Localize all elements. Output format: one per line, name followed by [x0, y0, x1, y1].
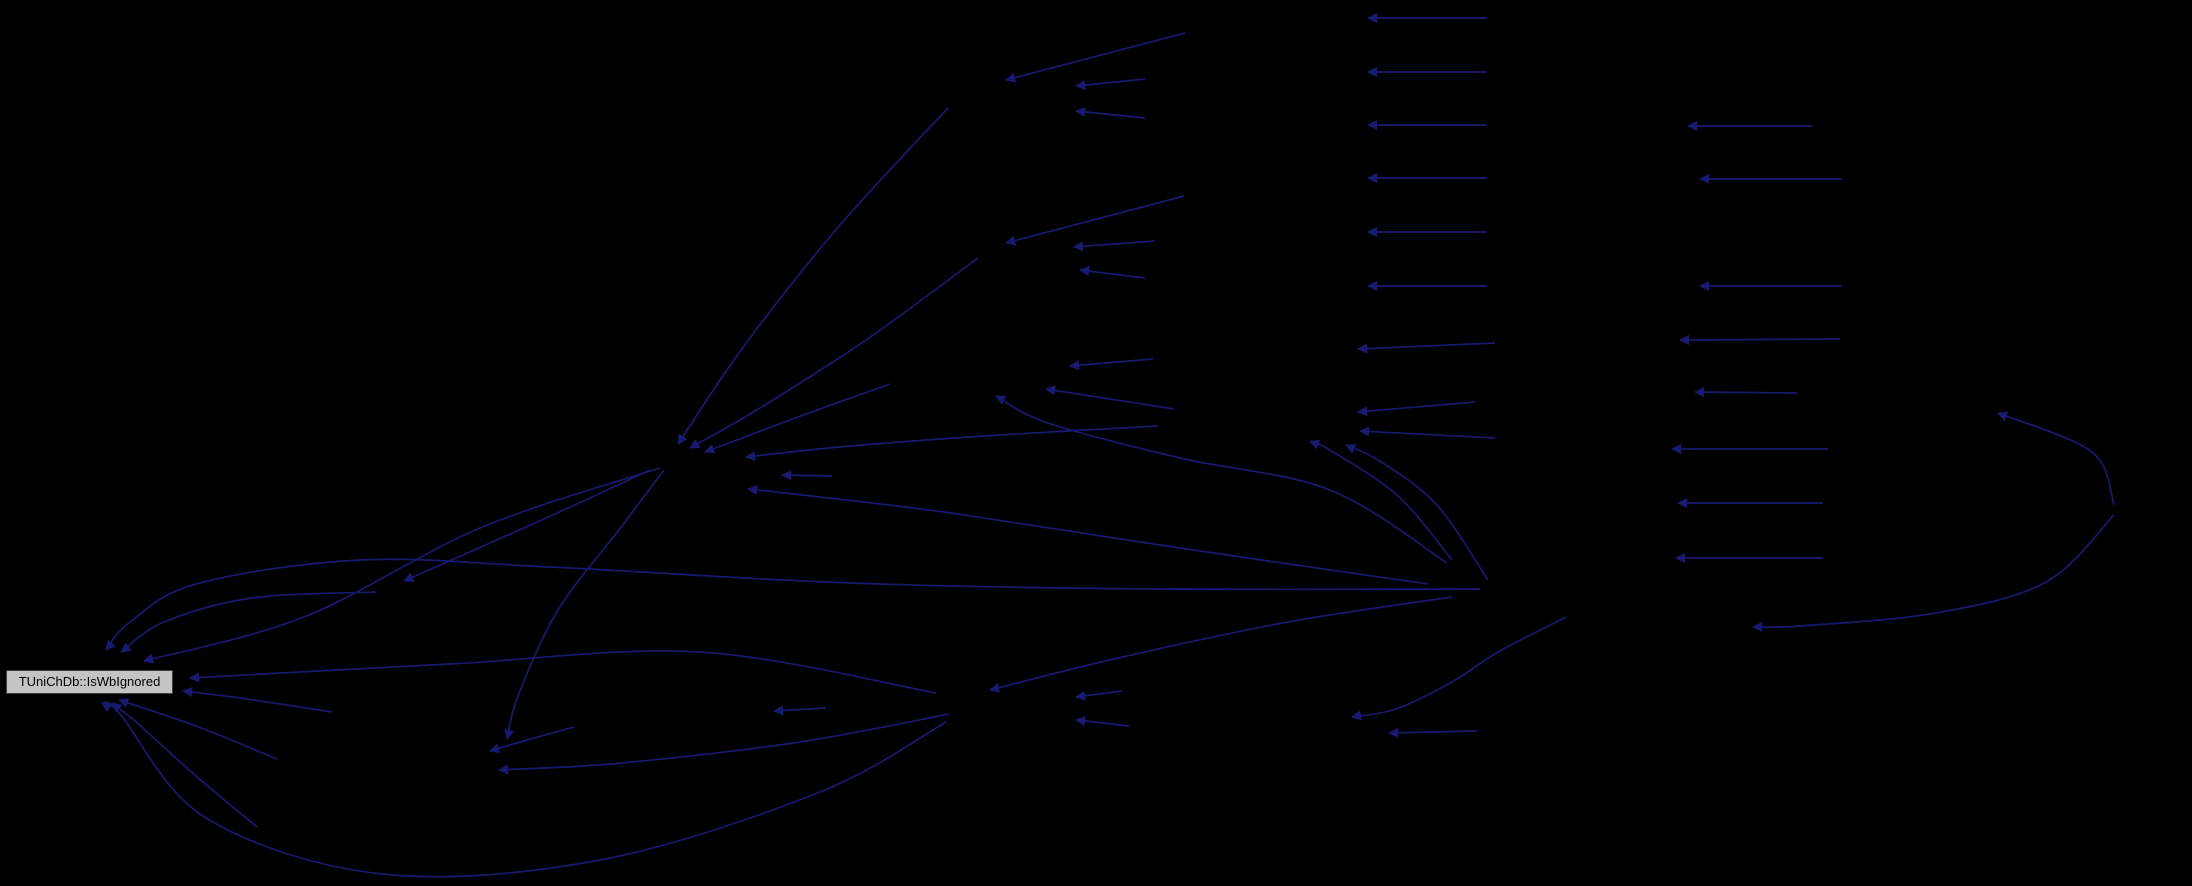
- edge-n1-small-upper: [1074, 78, 1146, 91]
- edge-node-short-right: [181, 687, 333, 713]
- edge-x1-to-node: [120, 591, 377, 653]
- edge-hub3-to-node-right: [188, 650, 937, 694]
- edge-mid-short-arrow-high: [780, 470, 833, 481]
- edge-hub1-to-x1: [403, 469, 651, 582]
- edge-hub1-in-shallow: [704, 383, 891, 454]
- edge-hub2-in-long: [497, 713, 950, 775]
- edge-hub2-in-scurve: [504, 469, 665, 740]
- edge-colA-row9: [1358, 426, 1496, 439]
- edge-far-right-horizontal: [1387, 727, 1478, 738]
- edge-colA-row8: [1356, 401, 1476, 417]
- edge-hub1-in-long: [744, 425, 1159, 462]
- edge-hub1-in-bottomright: [746, 484, 1429, 585]
- edge-n2-small-upper: [1072, 240, 1156, 252]
- edge-node-bottom-curl1: [118, 698, 278, 760]
- graph-node-tunichdb-iswbignored[interactable]: TUniChDb::IsWbIgnored: [6, 670, 173, 694]
- edge-n3-small-upper: [1068, 358, 1154, 371]
- edge-colC-row4: [1678, 334, 1841, 346]
- edge-hub3-small-lower: [1074, 715, 1130, 727]
- edge-far-right-curve: [1350, 616, 1567, 721]
- edge-n1-diagonal: [1005, 32, 1186, 83]
- edge-hub1-to-node: [143, 467, 661, 664]
- edge-n2-small-lower: [1078, 266, 1146, 279]
- edge-node-bottom-curl2: [111, 702, 258, 828]
- edge-hub1-in-steep1: [677, 107, 949, 445]
- edge-far-right-up: [1997, 411, 2115, 506]
- edge-hub2-in-short: [489, 726, 575, 754]
- edge-n1-small-lower: [1074, 106, 1146, 119]
- edge-n3-small-lower: [1044, 385, 1175, 410]
- edge-colA-curve1: [1309, 440, 1453, 561]
- edge-colA-row7: [1356, 342, 1496, 354]
- edge-colA-curve2: [1345, 444, 1489, 581]
- edge-bottom-swoop: [101, 701, 947, 878]
- edge-hub3-small-upper: [1074, 690, 1123, 701]
- edge-mid-short-arrow-low: [772, 705, 827, 716]
- edge-n3-scurve: [995, 395, 1448, 564]
- edge-hub1-in-steep2: [689, 257, 979, 449]
- edge-hub3-in-sweep: [989, 596, 1453, 693]
- edge-n2-diagonal: [1005, 195, 1185, 246]
- edge-colC-row5: [1693, 386, 1798, 398]
- edge-long-span-to-node: [105, 558, 1481, 651]
- edge-far-right-sweep: [1751, 514, 2115, 632]
